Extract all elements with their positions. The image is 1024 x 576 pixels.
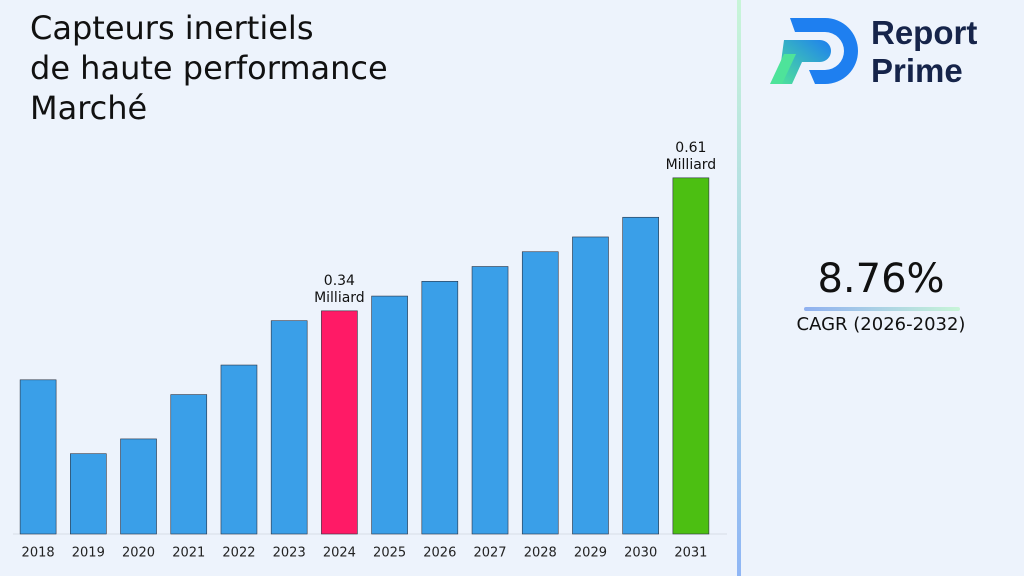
logo-mark <box>770 18 858 84</box>
x-tick-label: 2024 <box>323 546 356 561</box>
bar <box>471 266 509 535</box>
bar <box>220 364 258 535</box>
cagr-underline <box>804 307 960 311</box>
logo-text: Report <box>871 14 978 51</box>
cagr-value: 8.76% <box>817 256 945 302</box>
bar <box>120 438 157 535</box>
x-tick-label: 2023 <box>273 546 306 561</box>
bar <box>421 280 459 535</box>
bar <box>321 310 358 535</box>
x-tick-label: 2031 <box>674 546 707 561</box>
value-label: 0.61 Milliard <box>665 139 717 173</box>
x-tick-label: 2020 <box>122 546 155 561</box>
bar <box>572 236 609 535</box>
x-tick-label: 2027 <box>473 546 506 561</box>
chart-title: Capteurs inertiels de haute performance … <box>30 9 388 127</box>
x-tick-label: 2019 <box>72 546 105 561</box>
cagr-label: CAGR (2026-2032) <box>796 314 966 335</box>
bar <box>622 216 659 535</box>
x-tick-label: 2018 <box>22 546 55 561</box>
x-tick-label: 2025 <box>373 546 406 561</box>
x-tick-label: 2030 <box>624 546 657 561</box>
bar <box>371 295 408 535</box>
divider <box>737 0 741 576</box>
bar <box>170 394 208 535</box>
value-label: 0.34 Milliard <box>314 272 365 306</box>
x-tick-label: 2026 <box>423 546 456 561</box>
bar <box>19 379 57 535</box>
x-tick-label: 2022 <box>222 546 255 561</box>
bar <box>270 320 308 535</box>
x-tick-label: 2021 <box>172 546 205 561</box>
logo-text: Prime <box>871 52 963 89</box>
bar <box>521 251 559 535</box>
bar <box>70 453 107 535</box>
x-tick-label: 2029 <box>574 546 607 561</box>
bar <box>672 177 710 535</box>
x-tick-label: 2028 <box>524 546 557 561</box>
